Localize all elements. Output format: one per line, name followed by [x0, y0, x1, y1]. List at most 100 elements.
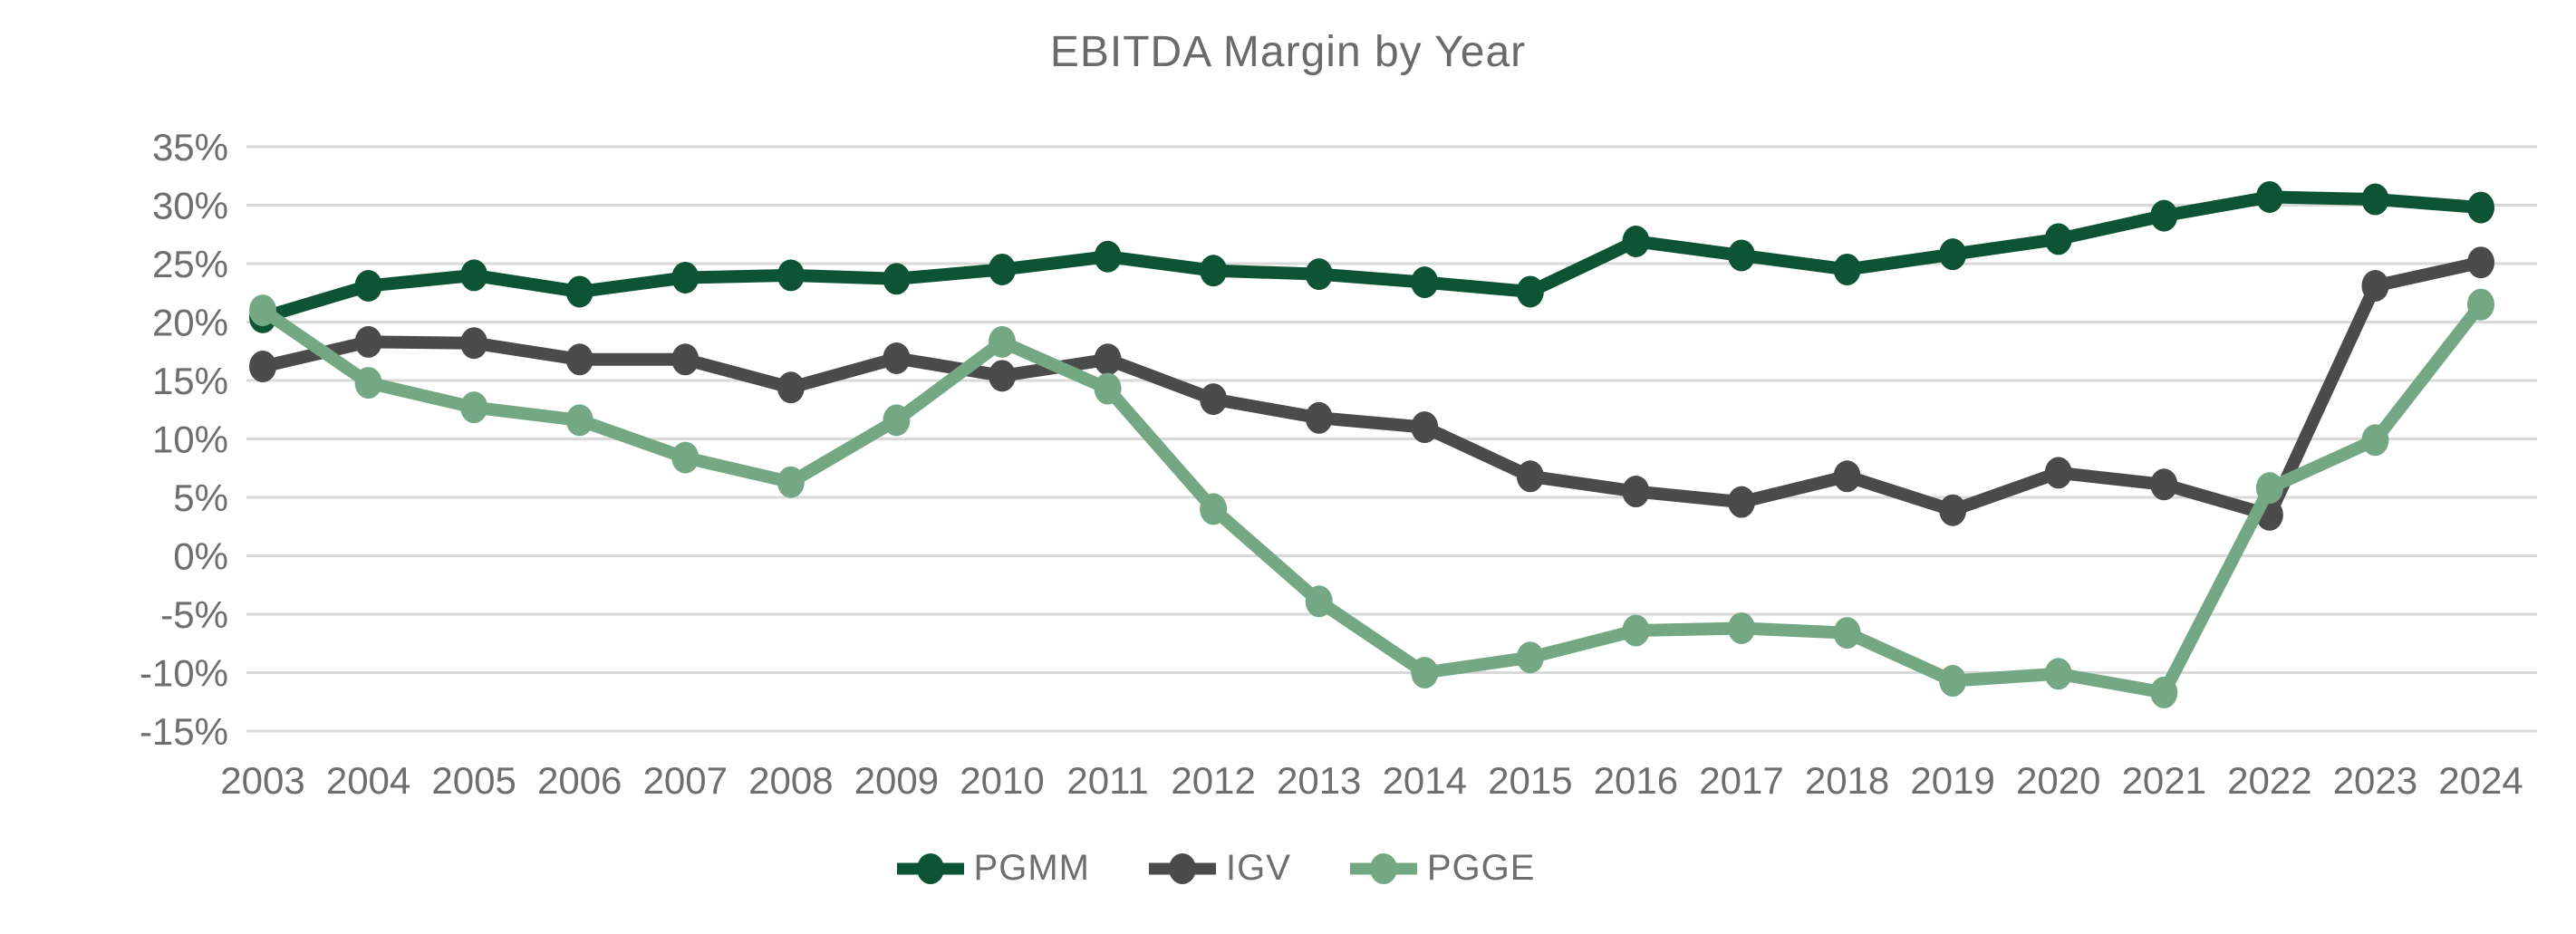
data-point-PGMM-2021 [2150, 199, 2178, 232]
data-point-PGMM-2015 [1516, 275, 1544, 308]
data-point-PGGE-2021 [2150, 676, 2178, 708]
y-tick-label: 20% [152, 302, 228, 344]
x-tick-label: 2019 [1910, 759, 1994, 802]
data-point-PGGE-2019 [1939, 665, 1967, 698]
chart-title: EBITDA Margin by Year [1049, 28, 1527, 76]
data-point-PGGE-2004 [354, 367, 382, 400]
x-tick-label: 2007 [643, 759, 728, 802]
data-point-IGV-2024 [2467, 246, 2494, 279]
legend-item-IGV: IGV [1148, 848, 1291, 889]
data-point-PGGE-2020 [2044, 658, 2072, 690]
data-point-PGGE-2017 [1728, 611, 1755, 644]
data-point-PGMM-2012 [1200, 255, 1228, 287]
data-point-IGV-2017 [1728, 486, 1755, 518]
data-point-PGMM-2024 [2467, 191, 2494, 224]
x-tick-label: 2010 [960, 759, 1044, 802]
data-point-PGGE-2014 [1411, 657, 1439, 688]
data-point-PGMM-2018 [1833, 253, 1861, 285]
legend-marker-PGGE [1349, 852, 1417, 884]
data-point-IGV-2013 [1305, 401, 1333, 434]
data-point-IGV-2011 [1094, 343, 1122, 376]
data-point-PGMM-2013 [1305, 258, 1333, 291]
legend-item-PGGE: PGGE [1349, 848, 1536, 889]
x-tick-label: 2017 [1699, 759, 1783, 802]
data-point-PGMM-2014 [1411, 266, 1439, 299]
y-tick-label: 15% [152, 360, 228, 402]
y-tick-label: 30% [152, 185, 228, 227]
data-point-IGV-2009 [883, 342, 911, 374]
data-point-IGV-2005 [460, 327, 488, 360]
data-point-IGV-2021 [2150, 468, 2178, 501]
x-tick-label: 2013 [1277, 759, 1361, 802]
data-point-IGV-2003 [249, 351, 276, 383]
x-tick-label: 2023 [2333, 759, 2417, 802]
y-tick-label: -10% [140, 652, 228, 695]
legend-item-PGMM: PGMM [896, 848, 1090, 889]
x-tick-label: 2012 [1171, 759, 1255, 802]
legend-marker-PGMM [896, 852, 964, 884]
data-point-PGMM-2005 [460, 259, 488, 292]
y-tick-label: 25% [152, 243, 228, 285]
y-tick-label: 10% [152, 419, 228, 461]
data-point-PGMM-2019 [1939, 238, 1967, 271]
data-point-PGGE-2024 [2467, 288, 2494, 321]
legend: PGMM IGV PGGE [0, 848, 2576, 889]
data-point-PGMM-2010 [989, 253, 1016, 285]
legend-marker-dot [916, 852, 944, 884]
x-tick-label: 2020 [2016, 759, 2100, 802]
legend-label-IGV: IGV [1225, 848, 1291, 888]
series-line-PGMM [260, 190, 2482, 324]
data-point-PGGE-2009 [883, 404, 911, 437]
data-point-PGGE-2013 [1305, 585, 1333, 618]
data-point-PGGE-2005 [460, 391, 488, 424]
data-point-PGMM-2022 [2255, 180, 2283, 213]
x-tick-label: 2003 [220, 759, 304, 802]
data-point-IGV-2023 [2361, 270, 2389, 303]
data-point-IGV-2012 [1200, 383, 1228, 416]
x-tick-label: 2024 [2438, 759, 2523, 802]
legend-marker-IGV [1148, 852, 1216, 884]
data-point-IGV-2006 [565, 343, 593, 376]
data-point-PGGE-2022 [2255, 472, 2283, 505]
data-point-PGMM-2017 [1728, 239, 1755, 272]
data-point-IGV-2020 [2044, 457, 2072, 489]
x-tick-label: 2018 [1805, 759, 1889, 802]
x-tick-label: 2022 [2227, 759, 2311, 802]
data-point-PGGE-2008 [777, 466, 805, 498]
x-tick-label: 2021 [2122, 759, 2206, 802]
y-tick-label: 5% [173, 477, 228, 519]
legend-marker-dot [1168, 852, 1196, 884]
data-point-PGMM-2009 [883, 263, 911, 295]
data-point-IGV-2014 [1411, 411, 1439, 444]
data-point-IGV-2018 [1833, 460, 1861, 493]
x-tick-label: 2009 [854, 759, 939, 802]
x-tick-label: 2011 [1066, 759, 1148, 802]
data-point-IGV-2007 [671, 343, 699, 376]
x-tick-label: 2006 [537, 759, 622, 802]
data-point-IGV-2004 [354, 325, 382, 358]
data-point-PGGE-2011 [1094, 372, 1122, 405]
data-point-PGGE-2007 [671, 441, 699, 474]
x-tick-label: 2015 [1488, 759, 1572, 802]
data-point-PGMM-2006 [565, 275, 593, 308]
data-point-IGV-2015 [1516, 460, 1544, 493]
data-point-PGMM-2008 [777, 259, 805, 292]
series-line-PGGE [259, 300, 2486, 699]
x-tick-label: 2014 [1383, 759, 1467, 802]
data-point-PGMM-2007 [671, 261, 699, 294]
x-tick-label: 2008 [748, 759, 833, 802]
data-point-PGGE-2012 [1200, 493, 1228, 525]
legend-marker-dot [1369, 852, 1397, 884]
data-point-PGGE-2015 [1516, 641, 1544, 674]
data-point-PGMM-2020 [2044, 223, 2072, 255]
x-tick-label: 2004 [326, 759, 410, 802]
series-line-IGV [261, 255, 2483, 522]
data-point-PGGE-2010 [989, 325, 1016, 358]
x-tick-label: 2005 [431, 759, 516, 802]
data-point-PGGE-2003 [249, 294, 276, 327]
data-point-PGMM-2016 [1622, 225, 1650, 257]
data-point-IGV-2019 [1939, 494, 1967, 526]
data-point-IGV-2010 [989, 360, 1016, 392]
data-point-PGGE-2016 [1622, 614, 1650, 647]
